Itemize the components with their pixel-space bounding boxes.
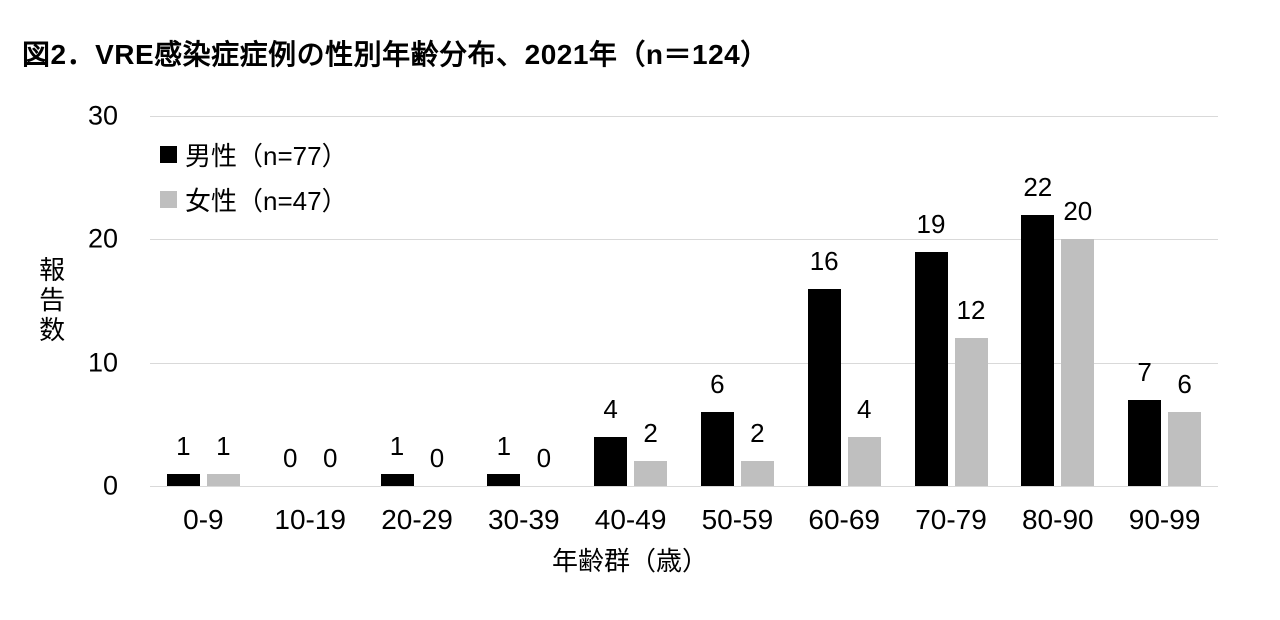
gridline [150, 362, 1218, 364]
female-value-label-40-49: 2 [643, 418, 658, 449]
x-tick-label-70-79: 70-79 [915, 504, 987, 535]
male-bar-30-39 [487, 473, 521, 486]
male-bar-60-69 [807, 288, 841, 486]
male-value-label-70-79: 19 [916, 208, 946, 239]
male-bar-0-9 [166, 473, 200, 486]
female-bar-80-90 [1061, 239, 1095, 486]
male-value-label-60-69: 16 [809, 245, 839, 276]
male-value-label-10-19: 0 [282, 443, 298, 473]
plot-area: 1 1 0 0 1 0 1 0 4 2 6 2 16 4 19 12 22 20 7 6 男性（n=77） 女性（n=… [150, 116, 1218, 487]
female-bar-50-59 [740, 461, 774, 486]
x-tick-label-60-69: 60-69 [808, 504, 880, 535]
male-bar-70-79 [914, 251, 948, 486]
female-value-label-0-9: 1 [216, 430, 231, 461]
female-value-label-90-99: 6 [1177, 369, 1192, 399]
male-bar-20-29 [380, 473, 414, 486]
male-bar-90-99 [1128, 399, 1162, 486]
female-value-label-10-19: 0 [322, 443, 338, 473]
legend: 男性（n=77） 女性（n=47） [160, 138, 348, 228]
female-value-label-80-90: 20 [1063, 196, 1093, 227]
y-tick-label: 20 [87, 223, 118, 254]
x-tick-label-40-49: 40-49 [594, 504, 667, 535]
x-tick-label-50-59: 50-59 [701, 504, 774, 535]
legend-label-male: 男性（n=77） [185, 140, 348, 171]
female-value-label-70-79: 12 [956, 295, 986, 325]
y-axis-title: 報告数 [35, 256, 66, 346]
x-tick-label-0-9: 0-9 [183, 504, 224, 535]
female-bar-40-49 [634, 461, 668, 486]
female-value-label-60-69: 4 [856, 393, 872, 424]
male-value-label-0-9: 1 [176, 430, 191, 461]
female-bar-70-79 [954, 338, 988, 486]
legend-label-female: 女性（n=47） [185, 185, 348, 216]
x-axis-title: 年齢群（歳） [551, 546, 709, 576]
gridline [150, 116, 1218, 117]
female-bar-60-69 [847, 436, 881, 486]
male-series-swatch-icon [160, 145, 177, 163]
male-value-label-30-39: 1 [496, 430, 512, 461]
x-tick-label-90-99: 90-99 [1128, 504, 1201, 535]
male-bar-40-49 [594, 436, 628, 486]
female-bar-90-99 [1168, 412, 1202, 486]
female-bar-0-9 [206, 473, 240, 486]
male-bar-80-90 [1021, 214, 1055, 486]
male-value-label-20-29: 1 [389, 430, 405, 461]
chart-title: 図2．VRE感染症症例の性別年齢分布、2021年（n＝124） [22, 39, 769, 70]
x-axis-line [150, 486, 1218, 487]
male-bar-50-59 [700, 412, 734, 486]
male-value-label-40-49: 4 [603, 393, 618, 424]
x-tick-label-20-29: 20-29 [381, 504, 453, 535]
legend-item-female: 女性（n=47） [160, 183, 348, 216]
male-value-label-90-99: 7 [1137, 356, 1152, 387]
female-value-label-50-59: 2 [750, 418, 765, 449]
x-tick-label-30-39: 30-39 [487, 504, 560, 535]
y-tick-label: 30 [87, 100, 118, 131]
legend-item-male: 男性（n=77） [160, 138, 348, 171]
female-value-label-20-29: 0 [429, 443, 445, 473]
gridline [150, 239, 1218, 241]
y-tick-label: 0 [102, 470, 118, 501]
female-value-label-30-39: 0 [536, 443, 552, 473]
male-value-label-80-90: 22 [1023, 171, 1053, 202]
y-tick-label: 10 [87, 347, 118, 378]
female-series-swatch-icon [160, 190, 177, 208]
x-tick-label-10-19: 10-19 [274, 504, 346, 535]
male-value-label-50-59: 6 [710, 369, 725, 399]
x-tick-label-80-90: 80-90 [1021, 504, 1094, 535]
